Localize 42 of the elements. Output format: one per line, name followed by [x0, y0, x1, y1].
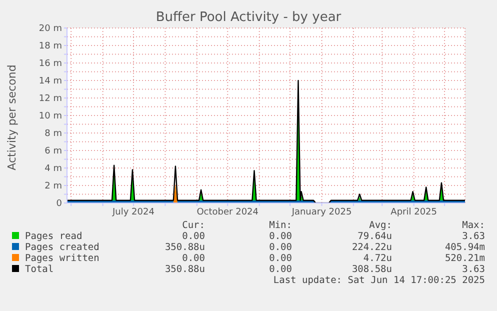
y-tick-label: 8 m	[44, 129, 62, 140]
text: 224.22u	[350, 242, 392, 253]
text: 350.88u	[164, 264, 205, 275]
text: 79.64u	[356, 231, 392, 242]
y-tick-label: 6 m	[44, 146, 62, 157]
x-tick-label: April 2025	[390, 207, 438, 218]
legend-label: Pages created	[24, 242, 100, 253]
y-tick-label: 18 m	[38, 42, 62, 52]
text: 0.00	[268, 231, 292, 242]
y-tick-label: 2 m	[44, 182, 62, 192]
y-tick-label: 10 m	[38, 112, 62, 122]
text: 3.63	[461, 231, 485, 242]
legend-label: Total	[24, 264, 55, 275]
y-axis-title: Activity per second	[6, 64, 19, 170]
x-tick-label: October 2024	[196, 207, 259, 218]
text: 350.88u	[164, 242, 205, 253]
text: 0.00	[181, 253, 205, 264]
legend-label: Pages written	[24, 253, 100, 264]
y-tick-label: 16 m	[38, 59, 62, 70]
text: Min:	[268, 220, 292, 231]
text: 0.00	[181, 231, 205, 242]
text: Last update: Sat Jun 14 17:00:25 2025	[272, 275, 485, 286]
text: 3.63	[461, 264, 485, 275]
text: 0.00	[268, 253, 292, 264]
text: 0.00	[268, 242, 292, 253]
text: Cur:	[181, 220, 205, 231]
y-tick-label: 0	[56, 199, 62, 210]
legend-label: Pages read	[24, 231, 84, 242]
text: 0.00	[268, 264, 292, 275]
text: 520.21m	[444, 253, 485, 264]
y-tick-label: 14 m	[38, 76, 62, 87]
y-tick-label: 12 m	[38, 94, 62, 104]
text: Avg:	[368, 220, 392, 231]
y-tick-label: 20 m	[38, 24, 62, 34]
text: 405.94m	[444, 242, 485, 253]
text: Max:	[461, 220, 485, 231]
y-tick-label: 4 m	[44, 164, 62, 174]
chart-title: Buffer Pool Activity - by year	[154, 10, 342, 25]
text: 308.58u	[350, 264, 392, 275]
text: 4.72u	[362, 253, 392, 264]
x-tick-label: July 2024	[112, 207, 155, 218]
x-tick-label: January 2025	[290, 207, 352, 218]
